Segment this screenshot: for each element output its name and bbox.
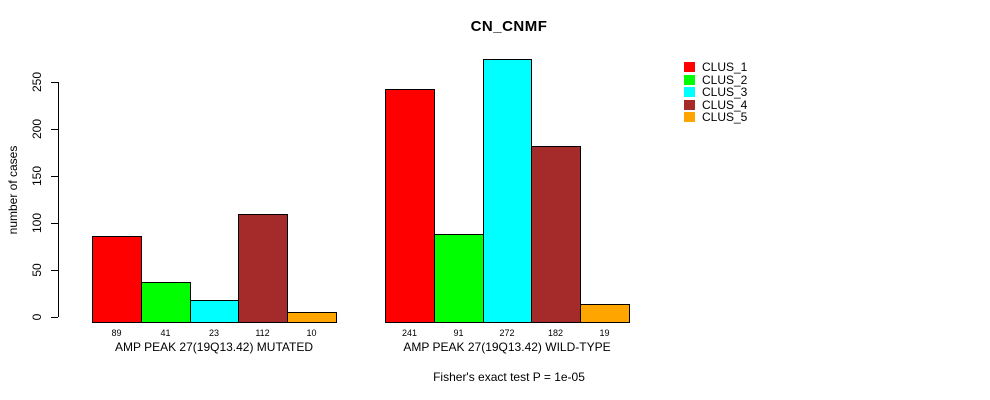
legend-swatch: [684, 62, 695, 73]
legend-label: CLUS_3: [702, 85, 748, 100]
y-tick-label-text: 100: [30, 212, 44, 234]
group-label-1: AMP PEAK 27(19Q13.42) MUTATED: [114, 340, 314, 354]
y-tick-mark: [51, 317, 58, 318]
y-axis: [58, 82, 59, 317]
bar-value-label: 112: [255, 328, 270, 338]
annotation-text: Fisher's exact test P = 1e-05: [433, 370, 585, 384]
legend-label: CLUS_2: [702, 72, 748, 87]
bar-value-label: 19: [599, 328, 610, 338]
bar-clus_2-group1: [141, 282, 191, 323]
bar-value-label: 89: [111, 328, 122, 338]
bar-value-label: 23: [208, 328, 219, 338]
bar-value-label: 91: [453, 328, 464, 338]
bar-value-label: 10: [306, 328, 317, 338]
legend-label: CLUS_4: [702, 97, 748, 112]
bar-clus_4-group2: [531, 146, 581, 323]
y-tick-label-text: 200: [30, 118, 44, 140]
bar-clus_3-group2: [483, 59, 532, 323]
legend-swatch: [684, 99, 695, 110]
bar-value-label: 272: [499, 328, 515, 338]
bar-value-label: 241: [401, 328, 418, 338]
legend-item-clus_4: CLUS_4: [684, 99, 747, 112]
bar-clus_5-group1: [287, 312, 337, 323]
bar-value-label: 41: [160, 328, 171, 338]
bar-clus_5-group2: [580, 304, 630, 323]
group-label-2: AMP PEAK 27(19Q13.42) WILD-TYPE: [403, 340, 611, 354]
legend-item-clus_2: CLUS_2: [684, 74, 747, 87]
y-tick-label-text: 250: [30, 71, 44, 93]
legend-swatch: [684, 74, 695, 85]
bar-clus_3-group1: [190, 300, 239, 323]
y-tick-label-text: 0: [30, 313, 44, 321]
bar-clus_1-group1: [92, 236, 142, 323]
legend-item-clus_1: CLUS_1: [684, 61, 747, 74]
bar-clus_4-group1: [238, 214, 288, 323]
legend-swatch: [684, 112, 695, 123]
legend-label: CLUS_5: [702, 110, 748, 125]
y-tick-mark: [51, 129, 58, 130]
legend-item-clus_3: CLUS_3: [684, 86, 747, 99]
y-tick-label-text: 150: [30, 165, 44, 187]
y-tick-mark: [51, 82, 58, 83]
legend-item-clus_5: CLUS_5: [684, 111, 747, 124]
legend: CLUS_1 CLUS_2 CLUS_3 CLUS_4 CLUS_5: [684, 61, 747, 124]
y-tick-mark: [51, 176, 58, 177]
legend-swatch: [684, 87, 695, 98]
y-tick-mark: [51, 270, 58, 271]
chart-title: CN_CNMF: [470, 18, 548, 35]
bar-clus_2-group2: [434, 234, 484, 323]
bar-value-label: 182: [547, 328, 564, 338]
y-axis-label-text: number of cases: [6, 145, 20, 235]
y-tick-label-text: 50: [30, 263, 44, 277]
legend-label: CLUS_1: [702, 60, 748, 75]
y-tick-mark: [51, 223, 58, 224]
bar-clus_1-group2: [385, 89, 435, 323]
